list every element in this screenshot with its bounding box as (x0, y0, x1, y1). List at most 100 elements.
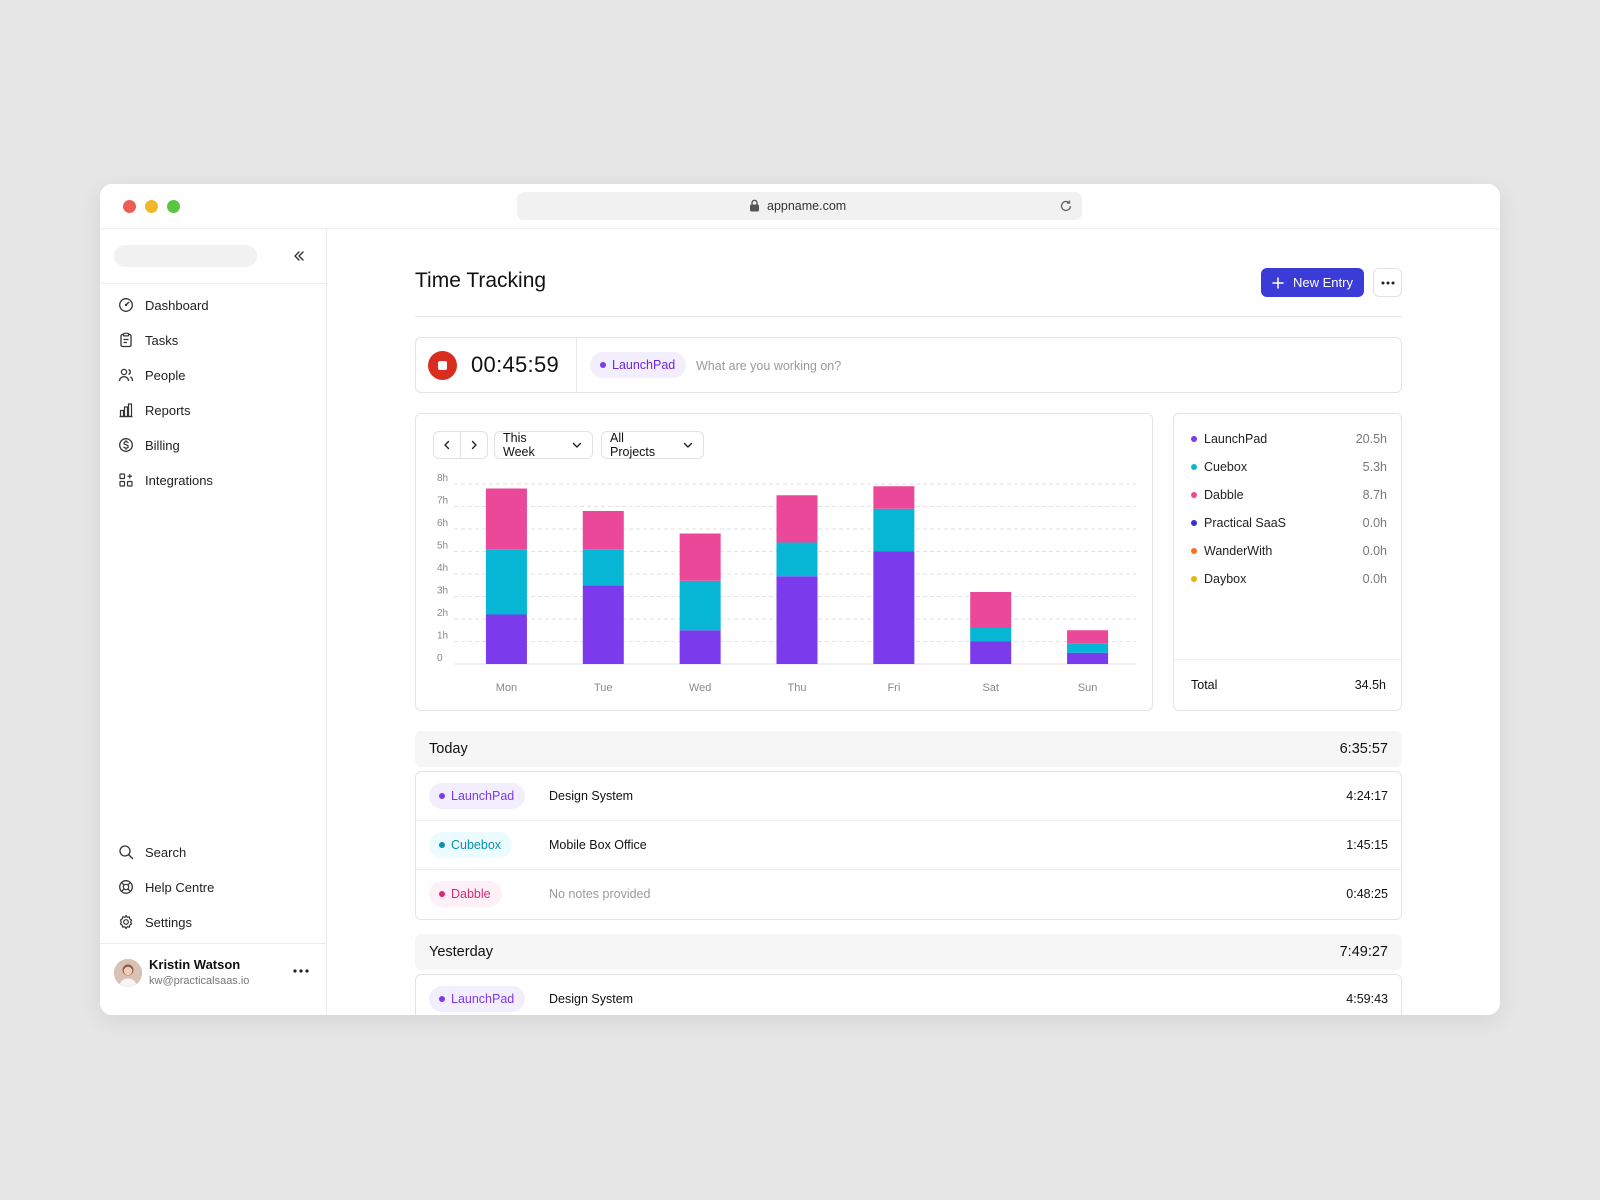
entry-note: Design System (549, 789, 634, 803)
project-pill-label: LaunchPad (451, 992, 515, 1006)
entry-note: Design System (549, 992, 634, 1006)
previous-period-button[interactable] (434, 432, 460, 458)
sidebar-item-label: Reports (145, 402, 191, 418)
x-tick-label: Wed (689, 682, 711, 694)
legend-name: Practical SaaS (1204, 516, 1286, 530)
sidebar-item-reports[interactable]: Reports (118, 398, 191, 422)
more-options-icon[interactable] (292, 966, 310, 976)
address-bar[interactable]: appname.com (517, 192, 1082, 220)
chevron-right-icon (472, 440, 477, 450)
bar-segment[interactable] (485, 549, 527, 615)
legend-hours: 0.0h (1362, 544, 1387, 558)
legend-item[interactable]: Practical SaaS 0.0h (1191, 514, 1387, 532)
bar-segment[interactable] (776, 495, 818, 543)
sidebar-item-help-centre[interactable]: Help Centre (118, 875, 214, 899)
bar-segment[interactable] (1067, 652, 1109, 664)
project-pill[interactable]: LaunchPad (429, 986, 526, 1012)
legend-item[interactable]: WanderWith 0.0h (1191, 542, 1387, 560)
sidebar-item-label: Help Centre (145, 879, 215, 895)
legend-item[interactable]: Daybox 0.0h (1191, 570, 1387, 588)
clipboard-icon (120, 332, 132, 348)
bar-segment[interactable] (776, 576, 818, 664)
bar-segment[interactable] (873, 508, 915, 552)
people-icon (118, 368, 134, 382)
user-divider (100, 943, 327, 944)
legend-dot (1191, 464, 1197, 470)
legend-dot (1191, 492, 1197, 498)
stop-timer-button[interactable] (428, 351, 457, 380)
sidebar-item-dashboard[interactable]: Dashboard (118, 293, 209, 317)
avatar[interactable] (114, 959, 142, 987)
timer-card: 00:45:59 LaunchPad (415, 337, 1402, 393)
sidebar-item-tasks[interactable]: Tasks (118, 328, 178, 352)
minimize-window-button[interactable] (145, 200, 158, 213)
project-pill[interactable]: Cubebox (429, 832, 513, 858)
reload-icon[interactable] (1058, 198, 1074, 214)
bar-segment[interactable] (970, 641, 1012, 665)
sidebar-item-settings[interactable]: Settings (118, 910, 192, 934)
time-entry-row[interactable]: LaunchPad Design System 4:59:43 (416, 975, 1401, 1015)
sidebar-item-people[interactable]: People (118, 363, 185, 387)
bar-segment[interactable] (582, 511, 624, 550)
bar-segment[interactable] (485, 488, 527, 550)
entry-note: No notes provided (549, 887, 651, 901)
timer-project-pill[interactable]: LaunchPad (590, 352, 687, 378)
y-tick-label: 0 (437, 653, 443, 664)
bar-segment[interactable] (970, 592, 1012, 628)
sidebar-item-integrations[interactable]: Integrations (118, 468, 213, 492)
sidebar-item-label: People (145, 367, 186, 383)
weekly-chart-card: This Week All Projects 0 1h 2h 3h 4h 5h 6h 7h 8h… (415, 413, 1153, 711)
task-description-input[interactable] (696, 356, 1376, 376)
collapse-sidebar-icon[interactable] (290, 247, 308, 265)
time-entry-row[interactable]: Dabble No notes provided 0:48:25 (416, 870, 1401, 919)
legend-item[interactable]: Cuebox 5.3h (1191, 458, 1387, 476)
project-dot (439, 842, 445, 848)
project-pill[interactable]: LaunchPad (429, 783, 526, 809)
next-period-button[interactable] (460, 432, 487, 458)
bar-segment[interactable] (873, 551, 915, 665)
close-window-button[interactable] (123, 200, 136, 213)
chevron-left-icon (444, 440, 450, 450)
bar-segment[interactable] (485, 614, 527, 665)
page-more-button[interactable] (1373, 268, 1402, 297)
y-tick-label: 2h (437, 608, 448, 619)
period-select[interactable]: This Week (494, 431, 593, 459)
bar-segment[interactable] (679, 580, 721, 631)
bar-segment[interactable] (970, 628, 1012, 642)
legend-total-label: Total (1191, 678, 1218, 692)
sidebar-item-label: Dashboard (145, 297, 209, 313)
project-filter-select[interactable]: All Projects (601, 431, 704, 459)
bar-segment[interactable] (679, 630, 721, 664)
bar-segment[interactable] (1067, 643, 1109, 653)
dashboard-icon (119, 298, 133, 312)
project-pill[interactable]: Dabble (429, 881, 502, 907)
browser-toolbar: appname.com (100, 184, 1500, 229)
legend-item[interactable]: LaunchPad 20.5h (1191, 430, 1387, 448)
time-entry-row[interactable]: LaunchPad Design System 4:24:17 (416, 772, 1401, 821)
bar-segment[interactable] (1067, 630, 1109, 644)
grid-plus-icon (119, 473, 133, 487)
url-text: appname.com (767, 199, 847, 213)
period-select-value: This Week (503, 431, 535, 459)
bar-segment[interactable] (873, 486, 915, 509)
time-entry-row[interactable]: Cubebox Mobile Box Office 1:45:15 (416, 821, 1401, 870)
bar-segment[interactable] (679, 533, 721, 581)
bar-segment[interactable] (582, 585, 624, 664)
sidebar-item-label: Billing (145, 437, 180, 453)
user-name: Kristin Watson (149, 957, 241, 972)
new-entry-button[interactable]: New Entry (1261, 268, 1364, 297)
bar-segment[interactable] (776, 542, 818, 577)
y-tick-label: 6h (437, 518, 448, 529)
legend-hours: 20.5h (1355, 432, 1387, 446)
sidebar-item-search[interactable]: Search (118, 840, 186, 864)
day-label: Yesterday (429, 944, 493, 960)
bar-segment[interactable] (582, 549, 624, 586)
legend-name: LaunchPad (1204, 432, 1268, 446)
legend-item[interactable]: Dabble 8.7h (1191, 486, 1387, 504)
workspace-switcher[interactable] (114, 245, 257, 267)
dollar-icon (119, 438, 133, 452)
maximize-window-button[interactable] (167, 200, 180, 213)
gear-icon (119, 914, 133, 930)
sidebar-item-billing[interactable]: Billing (118, 433, 180, 457)
new-entry-label: New Entry (1293, 275, 1353, 290)
